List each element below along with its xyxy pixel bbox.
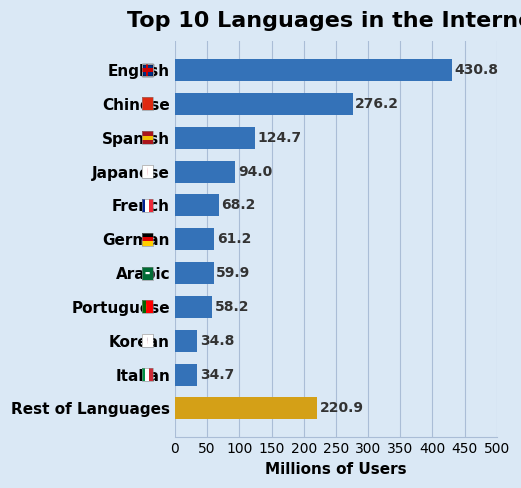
Bar (175, 296, 213, 318)
Bar (142, 242, 153, 245)
Bar (142, 368, 153, 381)
Bar (142, 334, 153, 347)
Bar (142, 165, 153, 178)
Bar (142, 165, 153, 178)
Bar (175, 364, 197, 386)
Bar (142, 301, 153, 313)
Bar (175, 330, 197, 352)
Bar (142, 199, 153, 212)
Bar (175, 262, 214, 284)
Bar (142, 131, 153, 144)
Text: 276.2: 276.2 (355, 97, 399, 111)
Bar (142, 334, 153, 347)
Bar (149, 199, 153, 212)
Bar (142, 237, 153, 242)
Bar (142, 368, 153, 381)
Bar (142, 63, 153, 77)
Bar (142, 233, 153, 237)
Bar (145, 199, 149, 212)
Text: 220.9: 220.9 (320, 402, 364, 415)
Bar (142, 301, 146, 313)
Text: 34.8: 34.8 (200, 334, 234, 348)
Text: 430.8: 430.8 (455, 63, 499, 77)
Bar (146, 301, 153, 313)
Bar (142, 233, 153, 245)
Text: 58.2: 58.2 (215, 300, 250, 314)
Text: 68.2: 68.2 (221, 199, 256, 212)
Text: 34.7: 34.7 (200, 367, 234, 382)
Bar (175, 161, 235, 183)
Bar (175, 194, 219, 216)
Bar (146, 63, 148, 77)
Bar (142, 140, 153, 144)
X-axis label: Millions of Users: Millions of Users (265, 462, 407, 477)
Bar (175, 93, 353, 115)
Bar (175, 397, 317, 420)
Bar (142, 266, 153, 280)
Bar (175, 127, 255, 149)
Bar (175, 59, 452, 81)
Bar (142, 199, 153, 212)
Bar (142, 266, 153, 280)
Bar (142, 98, 153, 110)
Bar (142, 63, 153, 77)
Text: 59.9: 59.9 (216, 266, 251, 280)
Text: 61.2: 61.2 (217, 232, 251, 246)
Bar (142, 136, 153, 140)
Bar (142, 131, 153, 136)
Bar (142, 68, 153, 72)
FancyBboxPatch shape (142, 63, 153, 77)
Bar (145, 368, 149, 381)
Text: ▬: ▬ (145, 270, 150, 276)
Bar (175, 228, 214, 250)
Bar (149, 368, 153, 381)
Bar (142, 98, 153, 110)
Title: Top 10 Languages in the Internet: Top 10 Languages in the Internet (128, 11, 521, 31)
Text: 94.0: 94.0 (238, 164, 272, 179)
Text: 124.7: 124.7 (258, 131, 302, 145)
